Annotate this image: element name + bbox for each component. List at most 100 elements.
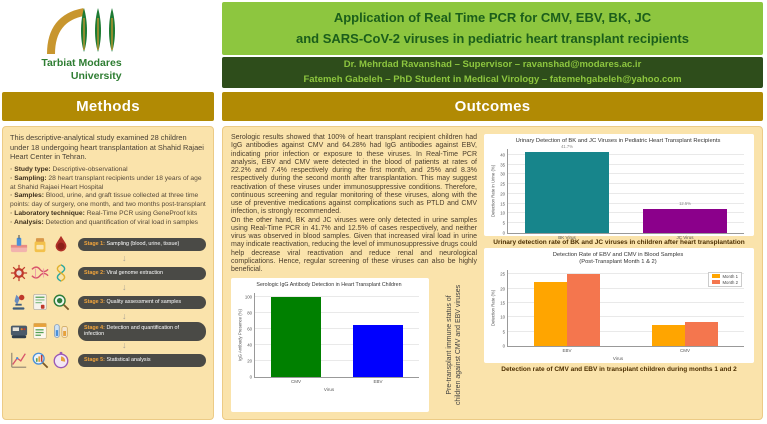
urinary-chart-title: Urinary Detection of BK and JC Viruses i…	[515, 138, 721, 144]
methods-panel: This descriptive-analytical study examin…	[2, 126, 214, 420]
bullet-analysis: Analysis: Detection and quantification o…	[10, 219, 206, 228]
flow-arrow-icon: ↓	[122, 281, 127, 292]
gridline	[255, 343, 419, 345]
gridline	[508, 273, 744, 275]
legend-swatch	[712, 274, 721, 279]
legend-entry: Month 2	[712, 280, 738, 285]
stage-1-pill: Stage 1: Sampling (blood, urine, tissue)	[78, 238, 206, 251]
bar-jc-virus	[642, 208, 728, 233]
stage-5-row: Stage 5: Statistical analysis	[10, 351, 206, 370]
gridline	[508, 330, 744, 332]
stage-4-pill: Stage 4: Detection and quantification of…	[78, 321, 206, 341]
bullet-samples: Samples: Blood, urine, and graft tissue …	[10, 192, 206, 210]
stats-chart-icon	[11, 353, 27, 369]
y-tick-label: 20	[500, 286, 505, 292]
stage-5-pill: Stage 5: Statistical analysis	[78, 354, 206, 367]
y-tick-label: 20	[500, 191, 505, 197]
legend-label: Month 2	[722, 279, 738, 285]
x-tick-label: CMV	[291, 378, 301, 384]
magnifier-virus-icon	[53, 294, 70, 311]
flow-arrow-icon: ↓	[122, 310, 127, 321]
supervisor-credit: Dr. Mehrdad Ravanshad – Supervisor – rav…	[343, 59, 642, 71]
y-tick-label: 10	[500, 210, 505, 216]
gridline	[255, 295, 419, 297]
y-tick-label: 40	[500, 152, 505, 158]
methods-bullet-list: Study type: Descriptive-observational Sa…	[10, 166, 206, 228]
gridline	[255, 311, 419, 313]
bar-value-label: 12.5%	[679, 201, 691, 207]
virus-icon	[10, 265, 28, 282]
y-tick-label: 30	[500, 171, 505, 177]
stage-4-row: Stage 4: Detection and quantification of…	[10, 321, 206, 341]
sample-jar-icon	[34, 238, 46, 253]
x-tick-label: EBV	[373, 378, 383, 384]
y-tick-label: 10	[500, 314, 505, 320]
test-kit-icon	[54, 324, 68, 338]
blood-chart-subtitle: (Post-Transplant Month 1 & 2)	[579, 258, 657, 265]
x-tick-label: BK Virus	[558, 234, 576, 240]
bullet-lab-technique: Laboratory technique: Real-Time PCR usin…	[10, 210, 206, 219]
stage-2-row: Stage 2: Viral genome extraction	[10, 264, 206, 283]
dna-helix-icon	[56, 264, 66, 283]
timer-icon	[53, 352, 69, 369]
chart-legend: Month 1 Month 2	[708, 271, 742, 287]
outcomes-text: Serologic results showed that 100% of he…	[231, 134, 477, 274]
methods-section-header: Methods	[2, 92, 214, 121]
x-tick-label: CMV	[680, 347, 690, 353]
y-tick-label: 15	[500, 201, 505, 207]
y-tick-label: 5	[502, 329, 505, 335]
blood-x-axis-label: Virus	[612, 355, 624, 361]
bar-cmv	[270, 296, 322, 377]
y-tick-label: 15	[500, 300, 505, 306]
outcomes-panel: Serologic results showed that 100% of he…	[222, 126, 763, 420]
student-credit: Fatemeh Gabeleh – PhD Student in Medical…	[303, 73, 682, 85]
bar-value-label: 41.7%	[561, 144, 573, 150]
pcr-checklist-icon	[33, 323, 47, 340]
gridline	[508, 316, 744, 318]
bullet-sampling: Sampling: 28 heart transplant recipients…	[10, 175, 206, 193]
y-tick-label: 25	[500, 181, 505, 187]
gridline	[508, 183, 744, 185]
y-tick-label: 0	[502, 230, 505, 236]
outcomes-section-header: Outcomes	[222, 92, 763, 121]
serologic-rotated-caption: Pre-transplant immune status of children…	[445, 285, 462, 406]
y-tick-label: 60	[247, 326, 252, 332]
legend-swatch	[712, 280, 721, 285]
serologic-chart: Serologic IgG Antibody Detection in Hear…	[231, 278, 429, 412]
urinary-y-axis-label: Detection Rate in Urine (%)	[490, 165, 495, 218]
x-tick-label: JC Virus	[676, 234, 694, 240]
tarbiat-modares-logo-icon	[46, 8, 115, 55]
methods-intro: This descriptive-analytical study examin…	[10, 133, 204, 162]
blood-sample-icon	[55, 236, 67, 252]
gridline	[508, 287, 744, 289]
bar-ebv	[567, 274, 601, 346]
gridline	[508, 173, 744, 175]
urinary-plot-area: 0 5 10 15 20 25 30 35 40 41.7% BK Virus 12.5% JC Vir…	[500, 144, 744, 240]
gridline	[508, 222, 744, 224]
outcomes-paragraph-2: On the other hand, BK and JC viruses wer…	[231, 216, 477, 274]
dna-strand-icon	[31, 266, 49, 279]
x-tick-label: EBV	[562, 347, 572, 353]
serologic-y-axis-label: IgG Antibody Presence (%)	[237, 309, 242, 362]
bar-cmv	[685, 322, 719, 346]
magnifier-chart-icon	[32, 352, 49, 369]
gridline	[255, 327, 419, 329]
gridline	[508, 301, 744, 303]
blood-chart-title: Detection Rate of EBV and CMV in Blood S…	[552, 251, 684, 258]
blood-chart: Detection Rate of EBV and CMV in Blood S…	[484, 247, 754, 363]
syringe-icon	[10, 235, 28, 253]
legend-label: Month 1	[722, 273, 738, 279]
bar-cmv	[651, 324, 685, 346]
stage-3-pill: Stage 3: Quality assessment of samples	[78, 296, 206, 309]
y-tick-label: 35	[500, 162, 505, 168]
bar-ebv	[352, 325, 404, 377]
gridline	[255, 359, 419, 361]
serologic-chart-title: Serologic IgG Antibody Detection in Hear…	[256, 282, 402, 289]
stage-1-row: Stage 1: Sampling (blood, urine, tissue)	[10, 235, 206, 254]
university-name: Tarbiat Modares University	[41, 57, 122, 82]
bullet-study-type: Study type: Descriptive-observational	[10, 166, 206, 175]
poster-title: Application of Real Time PCR for CMV, EB…	[222, 2, 763, 55]
y-tick-label: 5	[502, 220, 505, 226]
urinary-chart-caption: Urinary detection rate of BK and JC viru…	[493, 238, 745, 246]
legend-entry: Month 1	[712, 274, 738, 279]
